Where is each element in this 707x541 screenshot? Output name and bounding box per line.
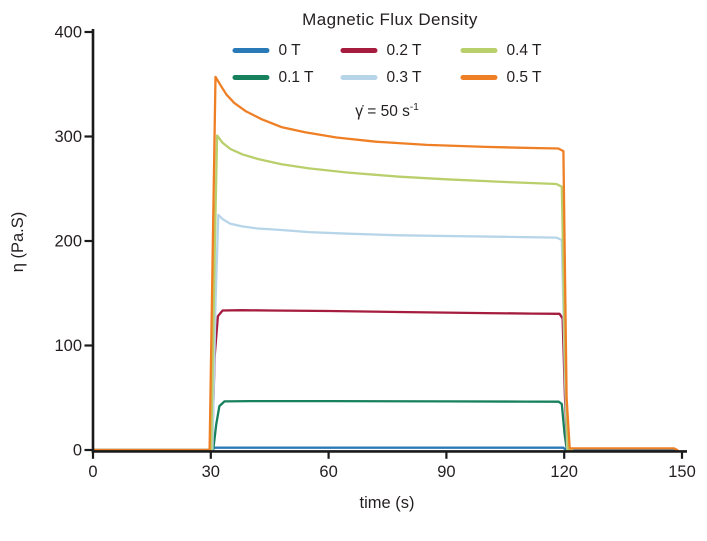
legend-entry-0.1T: 0.1 T bbox=[232, 67, 332, 88]
legend-swatch bbox=[232, 48, 270, 53]
x-tick-label: 30 bbox=[202, 463, 220, 481]
y-axis-label: η (Pa.S) bbox=[9, 211, 27, 273]
x-tick-label: 60 bbox=[319, 463, 337, 481]
y-tick-label: 400 bbox=[54, 24, 82, 42]
chart-title: Magnetic Flux Density bbox=[302, 10, 478, 29]
shear-rate-text: γ̇ = 50 s bbox=[355, 103, 410, 121]
y-tick-label: 100 bbox=[54, 337, 82, 355]
y-tick-label: 200 bbox=[54, 233, 82, 251]
legend-swatch bbox=[460, 48, 498, 53]
legend-swatch bbox=[340, 75, 378, 80]
y-tick-label: 300 bbox=[54, 128, 82, 146]
x-tick-label: 150 bbox=[668, 463, 696, 481]
legend-label: 0.1 T bbox=[278, 68, 314, 86]
legend-entry-0.5T: 0.5 T bbox=[460, 67, 542, 88]
shear-rate-superscript: -1 bbox=[409, 102, 419, 113]
series-line-0.1T bbox=[91, 399, 572, 452]
legend-swatch bbox=[232, 75, 270, 80]
x-tick-label: 0 bbox=[88, 463, 97, 481]
legend-entry-0T: 0 T bbox=[232, 40, 332, 61]
x-tick-label: 90 bbox=[437, 463, 455, 481]
x-tick-label: 120 bbox=[550, 463, 578, 481]
series-line-0.5T bbox=[91, 75, 679, 452]
shear-rate-annotation: γ̇ = 50 s-1 bbox=[355, 102, 419, 121]
series-line-0.2T bbox=[91, 309, 572, 452]
legend: 0 T 0.2 T 0.4 T 0.1 T 0.3 T 0.5 T bbox=[232, 40, 542, 88]
x-axis-label: time (s) bbox=[359, 494, 415, 512]
legend-label: 0.3 T bbox=[386, 68, 422, 86]
legend-entry-0.2T: 0.2 T bbox=[340, 40, 452, 61]
series-line-0.4T bbox=[91, 134, 574, 452]
legend-label: 0.2 T bbox=[386, 41, 422, 59]
legend-label: 0.4 T bbox=[506, 41, 542, 59]
legend-entry-0.4T: 0.4 T bbox=[460, 40, 542, 61]
legend-label: 0 T bbox=[278, 41, 301, 59]
series-line-0.3T bbox=[91, 213, 574, 452]
legend-swatch bbox=[460, 75, 498, 80]
legend-label: 0.5 T bbox=[506, 68, 542, 86]
legend-swatch bbox=[340, 48, 378, 53]
y-tick-label: 0 bbox=[73, 442, 82, 460]
legend-entry-0.3T: 0.3 T bbox=[340, 67, 452, 88]
